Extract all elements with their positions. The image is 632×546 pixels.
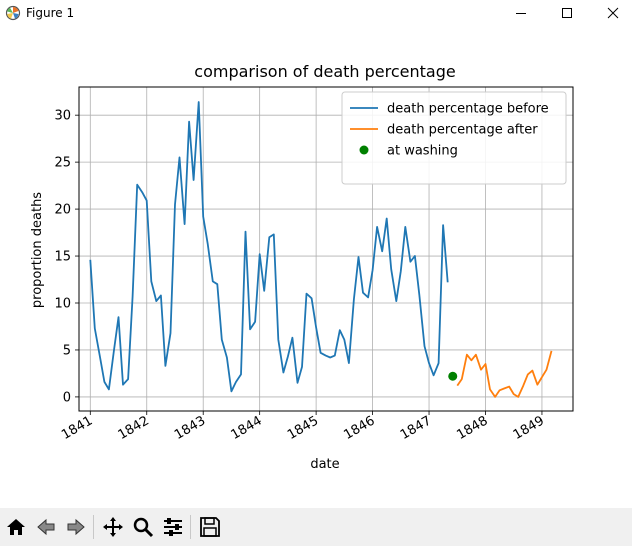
window-titlebar: Figure 1 bbox=[0, 0, 632, 26]
pan-icon bbox=[103, 517, 123, 537]
chart-title: comparison of death percentage bbox=[194, 62, 455, 81]
y-tick-label: 10 bbox=[54, 297, 71, 312]
home-icon bbox=[7, 519, 25, 535]
maximize-icon bbox=[562, 8, 572, 18]
zoom-icon bbox=[133, 517, 154, 538]
close-icon bbox=[607, 7, 619, 19]
series-line-before bbox=[89, 101, 449, 393]
x-tick-label: 1844 bbox=[229, 413, 265, 443]
minimize-button[interactable] bbox=[498, 0, 544, 26]
legend-entry-label: death percentage before bbox=[387, 102, 549, 117]
x-tick-label: 1845 bbox=[285, 413, 321, 443]
y-tick-label: 0 bbox=[63, 390, 71, 405]
x-tick-label: 1847 bbox=[398, 413, 434, 443]
legend-entry-label: death percentage after bbox=[387, 123, 538, 138]
toolbar-separator bbox=[93, 515, 94, 539]
back-icon bbox=[37, 518, 55, 536]
legend-entry-label: at washing bbox=[387, 144, 458, 159]
toolbar-separator bbox=[190, 515, 191, 539]
x-tick-label: 1843 bbox=[172, 413, 208, 443]
back-button[interactable] bbox=[32, 512, 60, 542]
window-title: Figure 1 bbox=[26, 6, 75, 20]
pan-button[interactable] bbox=[99, 512, 127, 542]
y-tick-label: 30 bbox=[54, 109, 71, 124]
configure-subplots-button[interactable] bbox=[159, 512, 187, 542]
washing-marker-point bbox=[448, 371, 458, 381]
x-tick-label: 1846 bbox=[341, 413, 377, 443]
close-button[interactable] bbox=[590, 0, 632, 26]
y-tick-label: 15 bbox=[54, 250, 71, 265]
x-tick-label: 1849 bbox=[511, 413, 547, 443]
series-line-after bbox=[456, 350, 553, 398]
configure-subplots-icon bbox=[164, 518, 182, 536]
y-tick-label: 5 bbox=[63, 343, 71, 358]
legend-marker-swatch bbox=[359, 145, 369, 155]
x-tick-label: 1841 bbox=[59, 413, 95, 443]
figure-canvas[interactable]: 0 5 10 15 20 25 30 1841 1842 1843 1844 1845 1846 1847… bbox=[0, 26, 632, 508]
legend: death percentage before death percentage … bbox=[341, 91, 567, 185]
maximize-button[interactable] bbox=[544, 0, 590, 26]
save-icon bbox=[200, 517, 220, 537]
navigation-toolbar bbox=[0, 508, 632, 546]
legend-box bbox=[341, 91, 567, 185]
y-axis-label: proportion deaths bbox=[30, 192, 45, 308]
home-button[interactable] bbox=[2, 512, 30, 542]
save-button[interactable] bbox=[196, 512, 224, 542]
axes-frame bbox=[78, 86, 574, 412]
zoom-button[interactable] bbox=[129, 512, 157, 542]
y-tick-label: 25 bbox=[54, 156, 71, 171]
x-axis-label: date bbox=[310, 457, 339, 472]
x-tick-label: 1842 bbox=[116, 413, 152, 443]
x-tick-label: 1848 bbox=[454, 413, 490, 443]
minimize-icon bbox=[516, 13, 526, 14]
forward-button[interactable] bbox=[62, 512, 90, 542]
y-tick-label: 20 bbox=[54, 203, 71, 218]
forward-icon bbox=[67, 518, 85, 536]
matplotlib-logo-icon bbox=[5, 5, 21, 21]
chart: 0 5 10 15 20 25 30 1841 1842 1843 1844 1845 1846 1847… bbox=[30, 62, 574, 472]
